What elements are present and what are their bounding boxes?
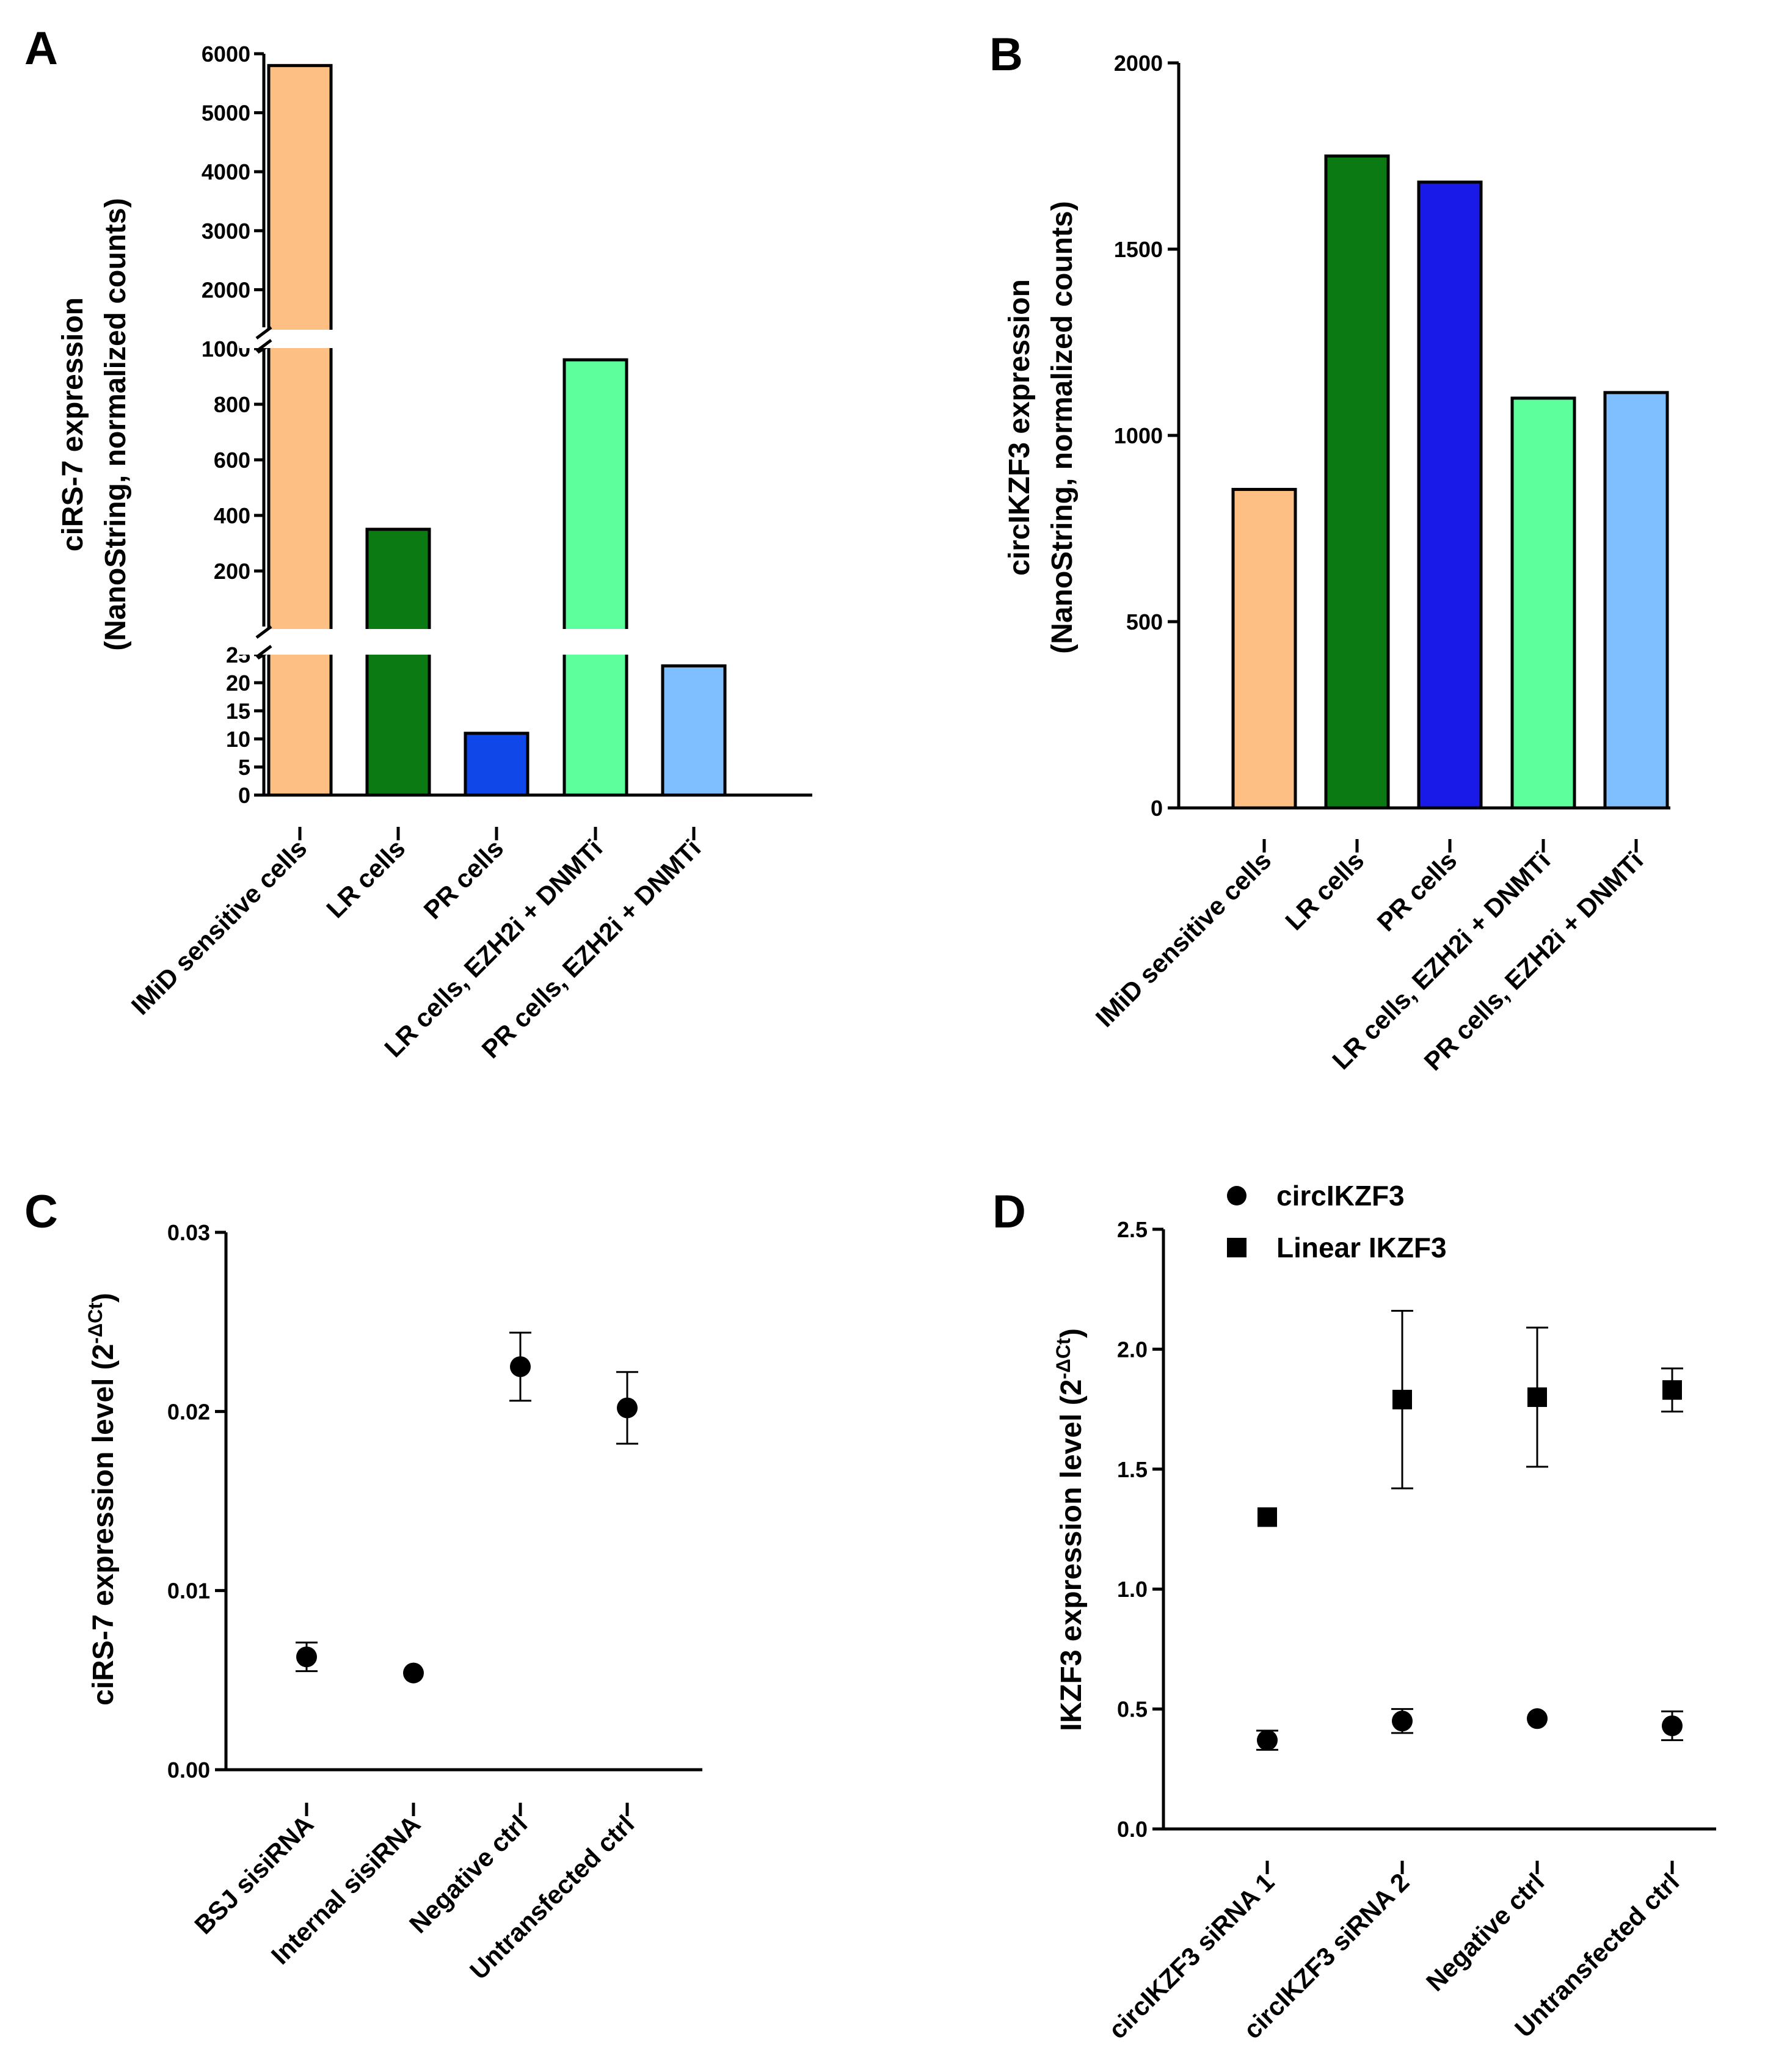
y-axis-label: IKZF3 expression level (2-ΔCt) [1052, 1328, 1088, 1731]
legend-marker-square [1227, 1238, 1246, 1257]
y-tick-label: 200 [214, 559, 250, 584]
y-tick-label: 1.5 [1117, 1457, 1148, 1482]
y-tick-label: 15 [226, 699, 250, 724]
panel-D: D 0.0 0.5 1.0 1.5 2.0 2.5 IKZF3 expression leve… [992, 1180, 1716, 2045]
bar [1417, 180, 1483, 810]
y-tick-label: 6000 [202, 42, 250, 67]
panel-B: B 0 500 1000 1500 2000 circIKZF3 expression (Na… [989, 29, 1670, 1076]
panel-label: C [24, 1186, 58, 1238]
bar [562, 358, 628, 797]
bar [1603, 391, 1669, 810]
category-label: PR cells [1372, 846, 1463, 937]
data-point-square [1392, 1389, 1412, 1409]
bar [365, 528, 431, 797]
axis-break-mark [255, 625, 272, 639]
category-label: LR cells [1279, 846, 1369, 936]
panel-label: B [989, 29, 1023, 81]
data-point-circle [1392, 1710, 1413, 1732]
axis-break-gap [239, 629, 850, 655]
legend-label: circIKZF3 [1276, 1180, 1405, 1212]
bar [464, 732, 530, 797]
data-point-circle [1662, 1715, 1683, 1737]
bar [661, 664, 727, 797]
y-tick-label: 0.02 [167, 1399, 210, 1424]
y-tick-label: 2000 [202, 277, 250, 302]
bar [1231, 487, 1297, 810]
y-tick-label: 1500 [1114, 237, 1163, 262]
y-tick-label: 0 [238, 783, 250, 808]
y-tick-label: 0 [1151, 796, 1163, 821]
y-tick-label: 400 [214, 503, 250, 528]
category-label: IMiD sensitive cells [126, 834, 313, 1020]
category-label: LR cells [321, 834, 410, 923]
data-point-circle [617, 1397, 638, 1419]
y-axis-label-line1: ciRS-7 expression [57, 297, 89, 551]
category-label: Negative ctrl [1421, 1867, 1550, 1997]
y-tick-label: 10 [226, 727, 250, 752]
category-label: IMiD sensitive cells [1090, 846, 1277, 1033]
y-axis-label-line1: circIKZF3 expression [1003, 279, 1036, 576]
data-point-circle [1527, 1708, 1548, 1729]
y-tick-label: 2000 [1114, 51, 1163, 76]
y-axis-label-line2: (NanoString, normalized counts) [1046, 201, 1079, 653]
y-axis-label: ciRS-7 expression level (2-ΔCt) [84, 1293, 120, 1706]
bar [1510, 396, 1576, 810]
y-tick-label: 0.0 [1117, 1817, 1148, 1842]
legend-label: Linear IKZF3 [1276, 1232, 1447, 1263]
legend-marker-circle [1227, 1186, 1246, 1205]
data-point-circle [296, 1646, 317, 1668]
y-axis-label-line2: (NanoString, normalized counts) [100, 198, 132, 650]
y-tick-label: 2.5 [1117, 1217, 1148, 1242]
data-point-circle [510, 1356, 531, 1377]
bar [1324, 154, 1390, 810]
y-tick-label: 600 [214, 448, 250, 473]
y-tick-label: 3000 [202, 219, 250, 244]
data-point-circle [1257, 1729, 1278, 1751]
y-tick-label: 0.00 [167, 1758, 210, 1783]
panel-C: C 0.00 0.01 0.02 0.03 ciRS-7 expression level… [24, 1186, 702, 1985]
y-tick-label: 4000 [202, 159, 250, 184]
y-tick-label: 0.5 [1117, 1697, 1148, 1722]
y-tick-label: 1.0 [1117, 1577, 1148, 1602]
legend: circIKZF3 Linear IKZF3 [1227, 1180, 1447, 1263]
y-tick-label: 500 [1126, 609, 1163, 634]
panel-A: A051015202520040060080010002000300040005… [24, 23, 850, 1064]
y-tick-label: 0.01 [167, 1579, 210, 1604]
y-tick-label: 5 [238, 755, 250, 780]
y-tick-label: 20 [226, 671, 250, 696]
y-tick-label: 2.0 [1117, 1337, 1148, 1362]
bar [267, 64, 333, 797]
data-point-circle [403, 1662, 424, 1684]
y-tick-label: 800 [214, 392, 250, 417]
data-point-square [1257, 1507, 1277, 1527]
data-point-square [1662, 1380, 1682, 1400]
axis-break-mark [255, 645, 272, 658]
panel-label: A [24, 23, 58, 75]
y-tick-label: 1000 [1114, 423, 1163, 448]
panel-label: D [992, 1186, 1026, 1238]
data-point-square [1527, 1387, 1547, 1407]
axis-break-mark [255, 339, 272, 352]
y-tick-label: 0.03 [167, 1220, 210, 1245]
y-tick-label: 5000 [202, 101, 250, 126]
axis-break-mark [255, 326, 272, 340]
category-label: PR cells [418, 834, 509, 925]
axis-break-gap [239, 330, 850, 348]
